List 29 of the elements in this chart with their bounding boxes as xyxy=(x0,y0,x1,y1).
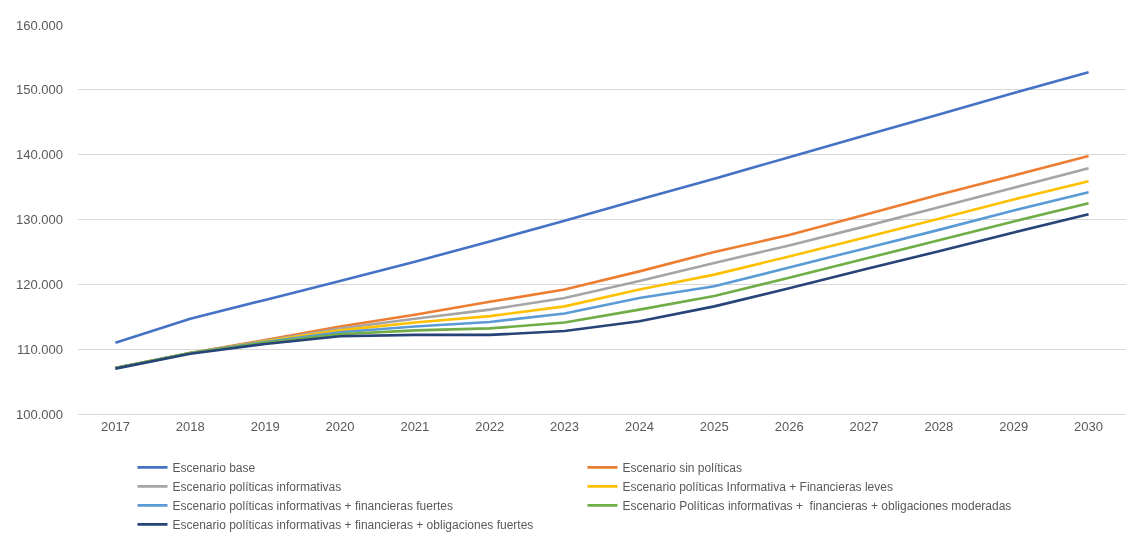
legend-label: Escenario base xyxy=(172,461,256,476)
legend-label: Escenario sin políticas xyxy=(622,461,742,476)
x-tick-label: 2022 xyxy=(475,418,505,434)
legend-label: Escenario políticas informativas xyxy=(172,480,342,495)
y-tick-label: 110.000 xyxy=(16,341,63,357)
x-tick-label: 2019 xyxy=(250,418,280,434)
line-series xyxy=(114,71,1090,344)
x-tick-label: 2027 xyxy=(849,418,879,434)
x-tick-label: 2021 xyxy=(400,418,430,434)
x-tick-label: 2025 xyxy=(699,418,729,434)
x-tick-label: 2026 xyxy=(774,418,804,434)
y-tick-label: 120.000 xyxy=(16,276,63,292)
x-tick-label: 2024 xyxy=(624,418,654,434)
y-tick-label: 160.000 xyxy=(16,17,63,33)
x-tick-label: 2017 xyxy=(100,418,130,434)
y-tick-label: 150.000 xyxy=(16,82,63,98)
y-tick-label: 140.000 xyxy=(16,147,63,163)
legend-label: Escenario políticas Informativa + Financieras leves xyxy=(622,480,893,495)
x-tick-label: 2020 xyxy=(325,418,355,434)
legend-label: Escenario políticas informativas + financieras fuertes xyxy=(172,499,453,514)
y-tick-label: 100.000 xyxy=(16,406,63,422)
x-tick-label: 2028 xyxy=(924,418,954,434)
legend-label: Escenario políticas informativas + financieras + obligaciones fuertes xyxy=(172,518,534,533)
x-tick-label: 2030 xyxy=(1074,418,1104,434)
legend-label: Escenario Políticas informativas + financieras + obligaciones moderadas xyxy=(622,499,1012,514)
x-tick-label: 2023 xyxy=(550,418,580,434)
y-tick-label: 130.000 xyxy=(16,212,63,228)
x-tick-label: 2018 xyxy=(175,418,205,434)
x-tick-label: 2029 xyxy=(999,418,1029,434)
